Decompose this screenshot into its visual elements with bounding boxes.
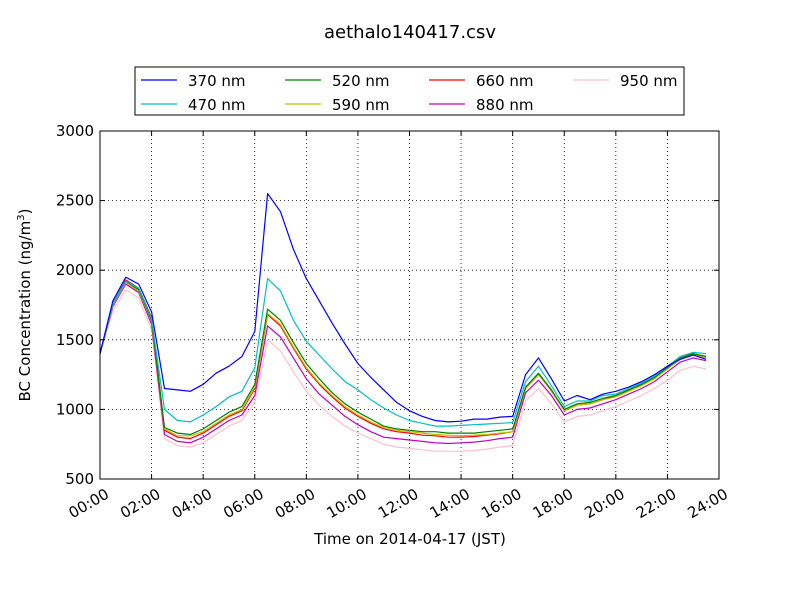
axis-ticks	[99, 130, 720, 480]
y-axis-label: BC Concentration (ng/m3)	[16, 209, 34, 402]
legend-box	[134, 66, 685, 116]
legend: 370 nm 470 nm 520 nm 590 nm 660 nm 880 nm 950 …	[134, 66, 685, 116]
y-tick-labels: 500 1000 1500 2000 2500 3000	[56, 122, 94, 488]
series-line	[99, 278, 707, 427]
legend-label: 660 nm	[476, 72, 534, 90]
y-axis-label-main: BC Concentration (ng/m	[16, 221, 34, 402]
y-tick-label: 1500	[56, 331, 94, 349]
y-axis-label-superscript: 3	[16, 214, 27, 220]
chart-title: aethalo140417.csv	[324, 22, 496, 43]
y-tick-label: 2000	[56, 261, 94, 279]
series-line	[99, 193, 707, 423]
series-line	[99, 289, 707, 452]
series-line	[99, 283, 707, 445]
y-tick-label: 3000	[56, 122, 94, 140]
y-tick-label: 500	[65, 470, 94, 488]
plot-series	[99, 193, 707, 452]
legend-label: 470 nm	[188, 96, 246, 114]
legend-label: 950 nm	[620, 72, 678, 90]
legend-items: 370 nm 470 nm 520 nm 590 nm 660 nm 880 nm 950 …	[141, 72, 678, 114]
legend-label: 370 nm	[188, 72, 246, 90]
legend-label: 590 nm	[332, 96, 390, 114]
series-line	[99, 282, 707, 437]
series-line	[99, 280, 707, 436]
x-axis-label: Time on 2014-04-17 (JST)	[313, 530, 506, 548]
y-tick-label: 1000	[56, 400, 94, 418]
y-axis-label-tail: )	[16, 209, 34, 215]
y-tick-label: 2500	[56, 192, 94, 210]
legend-label: 520 nm	[332, 72, 390, 90]
legend-label: 880 nm	[476, 96, 534, 114]
